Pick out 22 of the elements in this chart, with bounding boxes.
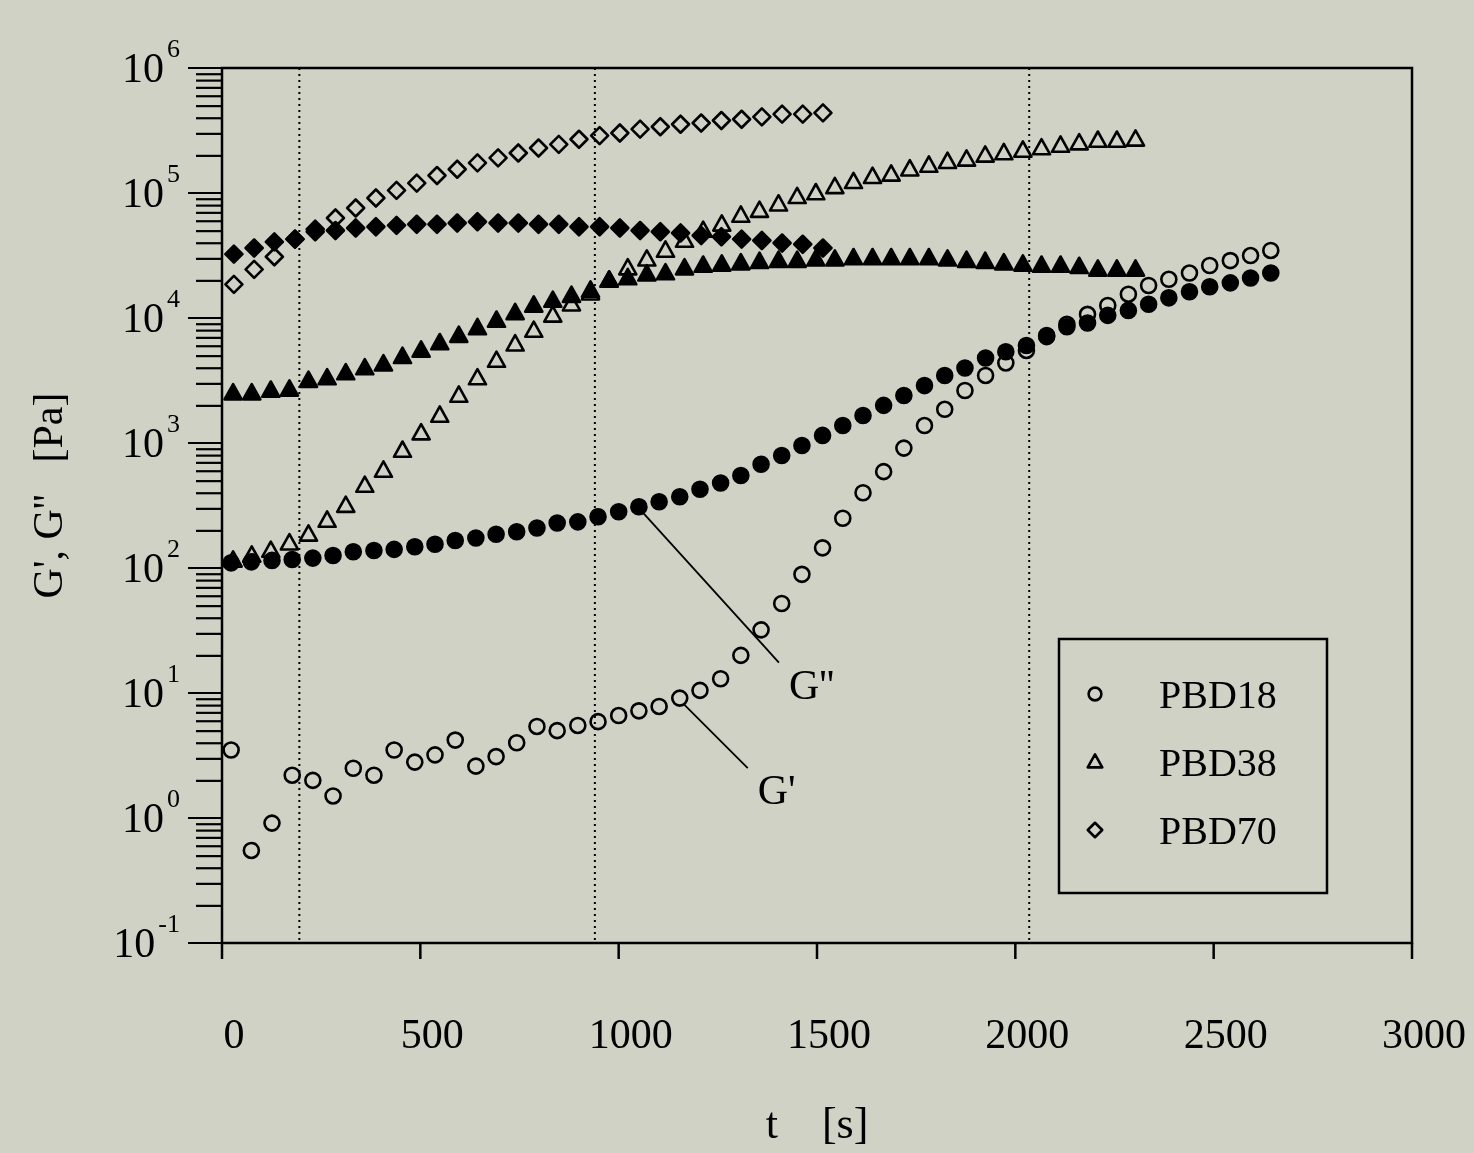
- y-tick-label: 10$^{2}$: [122, 534, 180, 591]
- annotation: G'': [788, 661, 835, 708]
- x-tick-label: 1500: [787, 1011, 871, 1057]
- x-tick-label: 1000: [588, 1011, 673, 1057]
- y-tick-label: 10$^{3}$: [122, 409, 180, 466]
- y-tick-label: 10$^{5}$: [122, 159, 180, 216]
- y-axis-title: G', G'' [Pa]: [25, 392, 71, 599]
- y-tick-label: 10$^{6}$: [122, 34, 180, 91]
- legend-label: PBD70: [1159, 808, 1277, 853]
- x-tick-label: 0: [223, 1011, 245, 1057]
- annotation: G': [757, 767, 796, 814]
- x-tick-label: 3000: [1382, 1011, 1466, 1057]
- y-tick-label: 10$^{0}$: [122, 784, 180, 841]
- y-tick-label: 10$^{-1}$: [113, 909, 180, 966]
- x-tick-label: 2000: [985, 1011, 1070, 1057]
- x-tick-label: 2500: [1183, 1011, 1268, 1057]
- x-tick-label: 500: [400, 1011, 464, 1057]
- x-axis-title: t [s]: [765, 1099, 869, 1148]
- y-tick-label: 10$^{1}$: [122, 659, 180, 716]
- y-tick-label: 10$^{4}$: [122, 284, 180, 341]
- legend-label: PBD38: [1159, 740, 1277, 785]
- legend-label: PBD18: [1159, 672, 1277, 717]
